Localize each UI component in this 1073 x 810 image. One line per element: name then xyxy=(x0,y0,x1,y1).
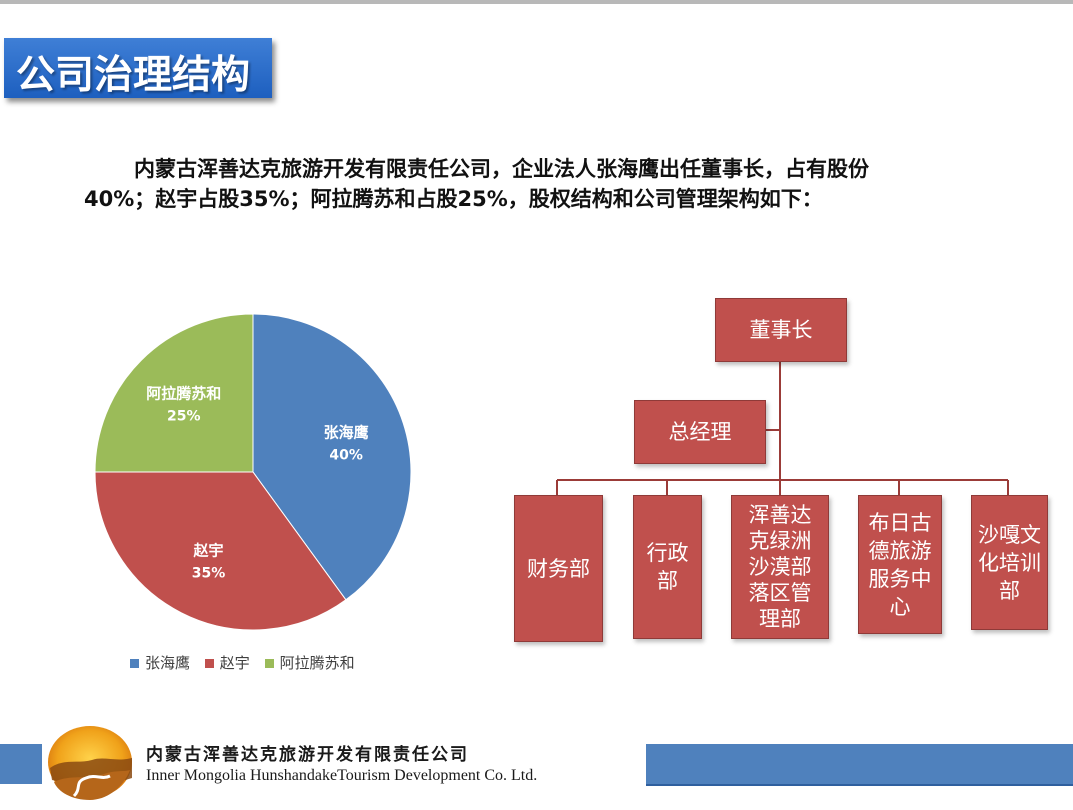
pie-slice-2 xyxy=(94,313,254,473)
dept-line: 德旅游 xyxy=(868,538,932,563)
chairman-label: 董事长 xyxy=(749,318,813,342)
intro-line-1: 内蒙古浑善达克旅游开发有限责任公司，企业法人张海鹰出任董事长，占有股份 xyxy=(134,157,869,181)
dept-tourism-service-box: 布日古 德旅游 服务中 心 xyxy=(858,495,942,634)
legend-label-2: 阿拉腾苏和 xyxy=(279,654,355,672)
dept-line: 化培训 xyxy=(978,550,1041,575)
dept-line: 理部 xyxy=(759,607,801,631)
pie-legend: 张海鹰 赵宇 阿拉腾苏和 xyxy=(130,652,365,673)
footer-bar-underline xyxy=(646,784,1073,786)
org-chart: 董事长 总经理 财务部 行政 部 浑善达 克绿洲 沙漠部 落区管 理部 布日古 … xyxy=(500,290,1060,650)
dept-line: 财务部 xyxy=(527,556,590,581)
chairman-box: 董事长 xyxy=(715,298,847,362)
footer-bar-right xyxy=(646,744,1073,784)
title-banner: 公司治理结构 xyxy=(4,38,272,98)
legend-swatch-2 xyxy=(264,659,274,668)
pie-label-value-2: 25% xyxy=(167,409,201,425)
legend-item: 阿拉腾苏和 xyxy=(264,652,355,673)
footer-company-name-cn: 内蒙古浑善达克旅游开发有限责任公司 xyxy=(146,745,469,765)
dept-line: 落区管 xyxy=(748,581,812,605)
slide-title: 公司治理结构 xyxy=(16,53,251,98)
dept-admin-box: 行政 部 xyxy=(633,495,702,639)
dept-line: 沙漠部 xyxy=(748,555,812,579)
pie-slice-1 xyxy=(94,471,347,631)
ownership-pie-chart: 张海鹰 40% 赵宇 35% 阿拉腾苏和 25% xyxy=(94,313,412,631)
pie-label-name-2: 阿拉腾苏和 xyxy=(146,385,221,403)
legend-label-0: 张海鹰 xyxy=(145,654,191,672)
dept-line: 行政 xyxy=(646,541,689,565)
pie-slice-0 xyxy=(252,313,412,601)
dept-line: 克绿洲 xyxy=(748,529,812,553)
dept-line: 部 xyxy=(999,578,1020,603)
legend-label-1: 赵宇 xyxy=(219,654,250,672)
company-logo-icon xyxy=(48,726,132,800)
general-manager-label: 总经理 xyxy=(668,420,732,444)
top-rule xyxy=(0,0,1073,4)
legend-item: 赵宇 xyxy=(204,652,250,673)
legend-swatch-1 xyxy=(204,659,214,668)
footer-bar-left xyxy=(0,744,42,784)
dept-finance-box: 财务部 xyxy=(514,495,603,642)
dept-line: 沙嘎文 xyxy=(978,522,1041,547)
dept-line: 布日古 xyxy=(868,510,932,535)
intro-line-2: 40%；赵宇占股35%；阿拉腾苏和占股25%，股权结构和公司管理架构如下： xyxy=(84,187,823,211)
pie-label-value-0: 40% xyxy=(329,448,363,464)
dept-culture-training-box: 沙嘎文 化培训 部 xyxy=(971,495,1048,630)
legend-item: 张海鹰 xyxy=(130,652,190,673)
legend-swatch-0 xyxy=(130,659,139,668)
dept-line: 服务中 xyxy=(868,566,932,591)
dept-line: 部 xyxy=(657,569,678,593)
dept-line: 心 xyxy=(889,594,911,619)
pie-label-name-1: 赵宇 xyxy=(193,541,224,559)
general-manager-box: 总经理 xyxy=(634,400,766,464)
pie-label-value-1: 35% xyxy=(192,565,226,581)
footer-company-name-en: Inner Mongolia HunshandakeTourism Develo… xyxy=(146,767,538,784)
intro-paragraph: 内蒙古浑善达克旅游开发有限责任公司，企业法人张海鹰出任董事长，占有股份 40%；… xyxy=(84,154,984,214)
org-connector-lines xyxy=(556,362,1009,495)
dept-oasis-box: 浑善达 克绿洲 沙漠部 落区管 理部 xyxy=(731,495,829,639)
dept-line: 浑善达 xyxy=(748,503,812,527)
pie-label-name-0: 张海鹰 xyxy=(324,424,369,442)
